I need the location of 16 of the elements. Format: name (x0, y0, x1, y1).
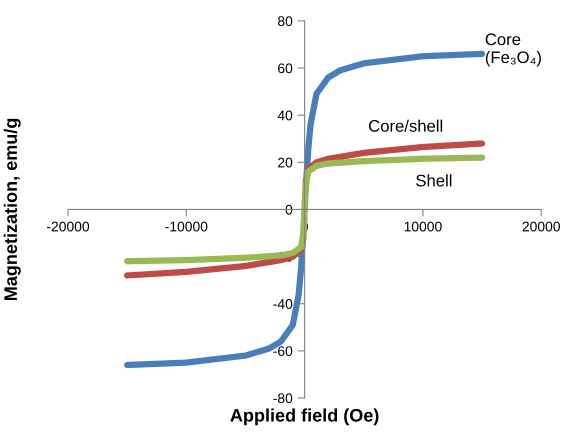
x-tick-label: 10000 (404, 222, 442, 232)
y-axis-title: Magnetization, emu/g (4, 118, 21, 300)
y-tick-label: 20 (278, 158, 292, 168)
x-tick-label: -20000 (47, 222, 90, 232)
y-tick-label: 60 (278, 63, 292, 74)
series-label: Core/shell (369, 120, 442, 132)
x-tick-label: 20000 (522, 222, 560, 232)
y-tick-label: -40 (273, 299, 292, 309)
y-tick-label: -80 (273, 393, 292, 404)
y-tick-label: -60 (273, 346, 292, 356)
series-label: Shell (416, 174, 452, 187)
y-tick-label: 40 (278, 110, 292, 120)
x-axis-title: Applied field (Oe) (230, 408, 378, 426)
y-tick-label: 80 (278, 16, 292, 26)
x-tick-label: -10000 (165, 222, 208, 232)
series-label: Core (Fe₃O₄) (486, 33, 541, 66)
